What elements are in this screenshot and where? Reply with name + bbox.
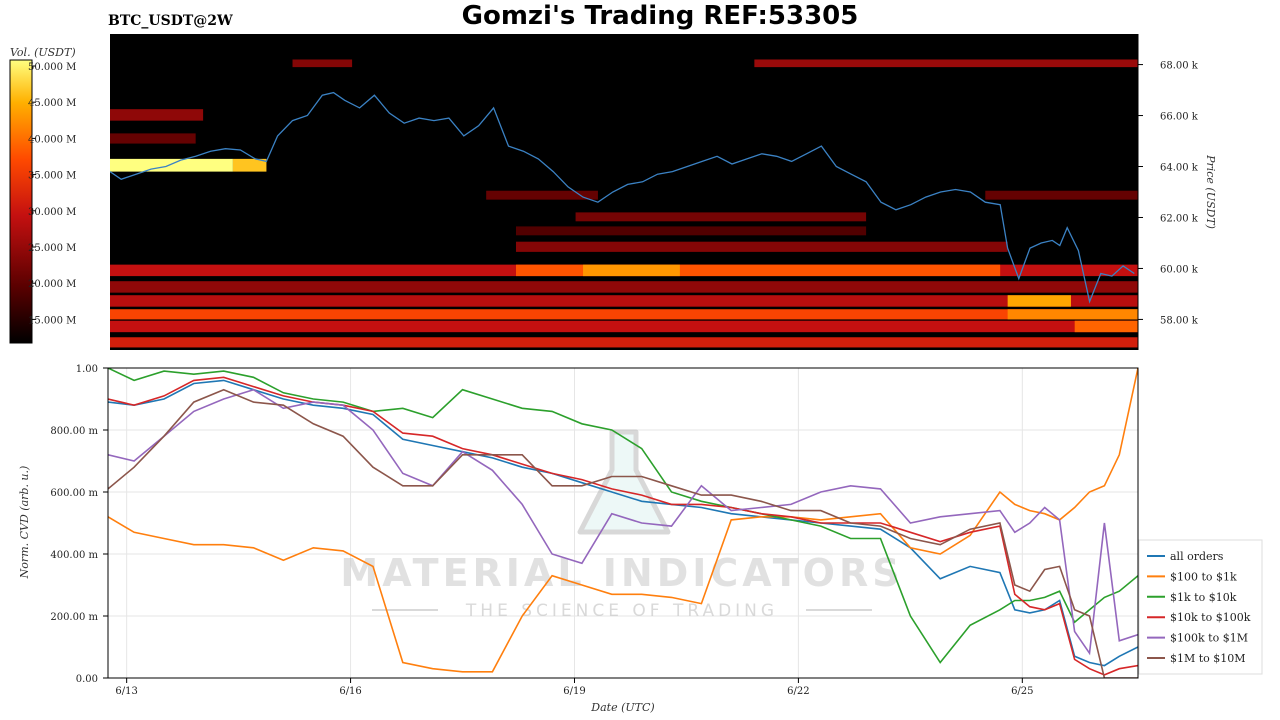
- heatmap-panel: 58.00 k 60.00 k 62.00 k 64.00 k 66.00 k 68.00…: [110, 34, 1217, 350]
- watermark-tagline: THE SCIENCE OF TRADING: [465, 601, 778, 621]
- cvd-plot-area: [108, 368, 1138, 678]
- heatmap-band-19: [110, 133, 196, 144]
- legend-item-100-to-1k: $100 to $1k: [1147, 570, 1237, 583]
- cvd-y-tick-label: 1.00: [76, 364, 98, 375]
- watermark: MATERIAL INDICATORS THE SCIENCE OF TRADI…: [340, 429, 903, 621]
- price-tick-label: 68.00 k: [1160, 61, 1199, 72]
- colorbar-tick-label: 30.000 M: [28, 207, 76, 218]
- legend-item-1k-to-10k: $1k to $10k: [1147, 591, 1237, 604]
- colorbar-label: Vol. (USDT): [10, 46, 76, 59]
- cvd-x-axis-label: Date (UTC): [590, 701, 654, 714]
- colorbar-tick-label: 40.000 M: [28, 134, 76, 145]
- heatmap-band-3: [110, 295, 1138, 307]
- heatmap-band-21: [985, 190, 1138, 200]
- colorbar-tick-label: 25.000 M: [28, 243, 76, 254]
- legend-item-10k-to-100k: $10k to $100k: [1147, 611, 1251, 624]
- cvd-y-tick-label: 800.00 m: [50, 426, 98, 437]
- heatmap-band-13: [515, 226, 867, 236]
- cvd-y-ticks: 0.00 200.00 m 400.00 m 600.00 m 800.00 m 1.00: [50, 364, 108, 685]
- legend-item-1m-to-10m: $1M to $10M: [1147, 652, 1246, 665]
- legend-label: all orders: [1170, 550, 1224, 563]
- heatmap-band-14: [486, 190, 598, 200]
- heatmap-band-17: [232, 158, 267, 172]
- legend: all orders $100 to $1k $1k to $10k $10k to …: [1138, 539, 1263, 675]
- price-axis-label: Price (USDT): [1204, 154, 1217, 229]
- cvd-series-lines: [108, 368, 1138, 678]
- heatmap-band-20: [292, 59, 353, 68]
- heatmap-band-12: [575, 212, 867, 222]
- price-axis-ticks: 58.00 k 60.00 k 62.00 k 64.00 k 66.00 k 68.00…: [1138, 61, 1199, 326]
- colorbar-ticks: 50.000 M 45.000 M 40.000 M 35.000 M 30.000 M…: [28, 62, 76, 326]
- cvd-y-tick-label: 400.00 m: [50, 550, 98, 561]
- cvd-panel: MATERIAL INDICATORS THE SCIENCE OF TRADI…: [18, 364, 1139, 714]
- price-tick-label: 62.00 k: [1160, 213, 1199, 224]
- heatmap-bands: [110, 59, 1138, 348]
- legend-label: $100 to $1k: [1170, 570, 1237, 583]
- colorbar-tick-label: 50.000 M: [28, 62, 76, 73]
- legend-items: all orders $100 to $1k $1k to $10k $10k to …: [1147, 550, 1251, 665]
- price-tick-label: 60.00 k: [1160, 264, 1199, 275]
- cvd-y-tick-label: 600.00 m: [50, 488, 98, 499]
- cvd-x-tick-label: 6/25: [1011, 686, 1033, 697]
- cvd-plot-frame: [107, 367, 1139, 679]
- legend-label: $100k to $1M: [1170, 632, 1248, 645]
- heatmap-band-9: [1007, 309, 1138, 320]
- price-tick-label: 58.00 k: [1160, 315, 1199, 326]
- heatmap-band-4: [110, 281, 1138, 293]
- cvd-x-tick-label: 6/22: [787, 686, 809, 697]
- heatmap-band-6: [515, 264, 1001, 277]
- heatmap-band-18: [110, 109, 204, 121]
- colorbar-tick-label: 45.000 M: [28, 98, 76, 109]
- heatmap-band-15: [754, 59, 1138, 68]
- cvd-x-ticks: 6/13 6/16 6/19 6/22 6/25: [115, 678, 1034, 697]
- price-series-line: [110, 91, 1135, 304]
- cvd-x-tick-label: 6/13: [115, 686, 137, 697]
- colorbar: Vol. (USDT) 50.000 M 45.000 M 40.000 M 35.0…: [9, 46, 76, 344]
- legend-label: $1M to $10M: [1170, 652, 1246, 665]
- heatmap-band-11: [515, 241, 1008, 252]
- colorbar-gradient: [9, 59, 33, 344]
- heatmap-band-7: [583, 264, 680, 277]
- chart-title: Gomzi's Trading REF:53305: [462, 1, 859, 31]
- series-line-100k-to-1m: [108, 388, 1138, 656]
- colorbar-tick-label: 15.000 M: [28, 315, 76, 326]
- colorbar-tick-label: 35.000 M: [28, 171, 76, 182]
- heatmap-band-2: [110, 309, 1138, 320]
- cvd-y-tick-label: 0.00: [76, 674, 98, 685]
- legend-box: [1138, 539, 1263, 675]
- cvd-x-tick-label: 6/19: [563, 686, 585, 697]
- series-line-1m-to-10m: [108, 388, 1138, 678]
- legend-item-all-orders: all orders: [1147, 550, 1224, 563]
- price-tick-label: 64.00 k: [1160, 163, 1199, 174]
- series-line-100-to-1k: [108, 368, 1138, 673]
- series-line-1k-to-10k: [108, 368, 1138, 664]
- heatmap-band-1: [110, 320, 1138, 333]
- heatmap-band-10: [1074, 320, 1138, 333]
- cvd-y-axis-label: Norm. CVD (arb. u.): [18, 466, 31, 580]
- legend-label: $10k to $100k: [1170, 611, 1251, 624]
- pair-label: BTC_USDT@2W: [108, 13, 233, 29]
- cvd-y-tick-label: 200.00 m: [50, 612, 98, 623]
- heatmap-band-0: [110, 337, 1138, 348]
- colorbar-tick-label: 20.000 M: [28, 279, 76, 290]
- legend-label: $1k to $10k: [1170, 591, 1237, 604]
- flask-icon: [577, 429, 671, 535]
- heatmap-band-16: [110, 158, 233, 172]
- heatmap-band-8: [1007, 295, 1071, 307]
- series-line-10k-to-100k: [108, 376, 1138, 676]
- watermark-brand: MATERIAL INDICATORS: [340, 551, 903, 595]
- price-tick-label: 66.00 k: [1160, 112, 1199, 123]
- cvd-x-tick-label: 6/16: [339, 686, 361, 697]
- legend-item-100k-to-1m: $100k to $1M: [1147, 632, 1248, 645]
